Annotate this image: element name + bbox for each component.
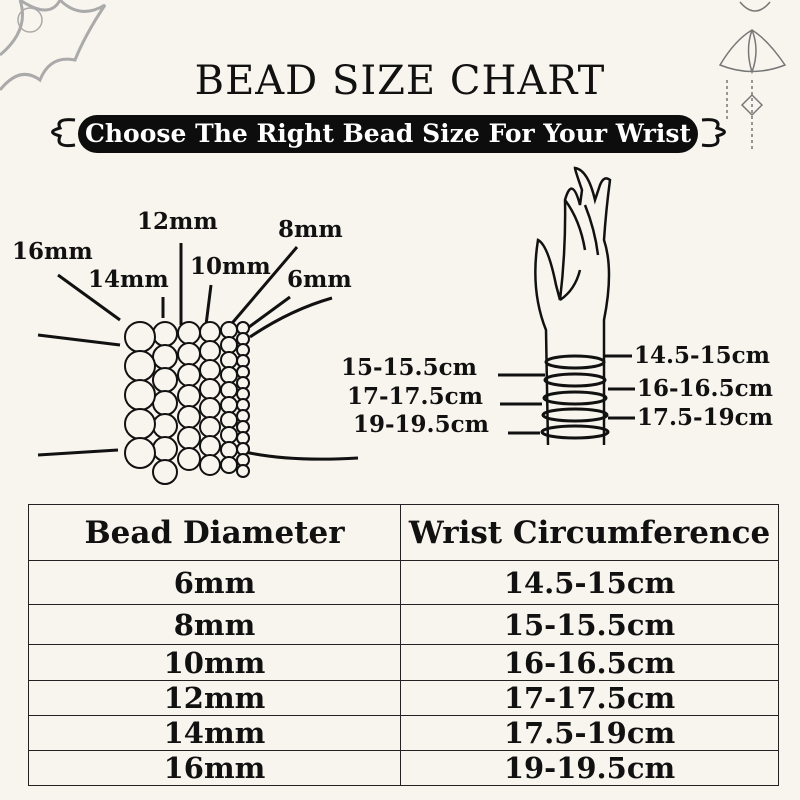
wrist-rings: [498, 354, 635, 440]
wrist-circumference-cell: 17-17.5cm: [400, 680, 779, 716]
bead: [152, 436, 178, 462]
bead-diameter-cell: 14mm: [28, 715, 401, 751]
wrist-label: 19-19.5cm: [353, 411, 489, 438]
bead: [220, 336, 238, 354]
bead: [199, 454, 221, 476]
bead: [124, 350, 156, 382]
wrist-label: 17.5-19cm: [637, 404, 773, 431]
wrist-label: 16-16.5cm: [637, 375, 773, 402]
header-bead-diameter: Bead Diameter: [28, 504, 401, 561]
bead-label-14mm: 14mm: [88, 266, 169, 293]
bead-label-8mm: 8mm: [278, 216, 343, 243]
bead: [152, 459, 178, 485]
bead: [124, 408, 156, 440]
bead-label-6mm: 6mm: [287, 266, 352, 293]
bead: [220, 426, 238, 444]
wrist-label: 15-15.5cm: [341, 354, 477, 381]
bead: [124, 379, 156, 411]
bead-size-table: Bead Diameter Wrist Circumference 6mm 14.…: [28, 504, 779, 786]
bead-diameter-cell: 6mm: [28, 560, 401, 605]
bead: [177, 447, 201, 471]
bead: [220, 381, 238, 399]
bead: [124, 321, 156, 353]
bead-diameter-cell: 10mm: [28, 644, 401, 681]
table-row: 10mm 16-16.5cm: [28, 644, 779, 681]
bead: [199, 416, 221, 438]
wrist-label: 17-17.5cm: [347, 383, 483, 410]
bead: [177, 426, 201, 450]
wrist-circumference-cell: 19-19.5cm: [400, 750, 779, 786]
table-row: 6mm 14.5-15cm: [28, 560, 779, 605]
bead: [152, 321, 178, 347]
bead-label-10mm: 10mm: [190, 253, 271, 280]
table-row: 12mm 17-17.5cm: [28, 680, 779, 716]
scroll-flourish-icon: [51, 118, 726, 148]
bead: [220, 396, 238, 414]
bead: [177, 321, 201, 345]
bead: [152, 367, 178, 393]
page-title: BEAD SIZE CHART: [194, 58, 606, 104]
wrist-circumference-cell: 15-15.5cm: [400, 604, 779, 645]
bead: [220, 456, 238, 474]
lotus-ornament-icon: [718, 1, 787, 150]
wrist-label: 14.5-15cm: [634, 342, 770, 369]
mandala-ornament-icon: [0, 0, 107, 91]
table-row: 16mm 19-19.5cm: [28, 750, 779, 786]
bead-diameter-cell: 12mm: [28, 680, 401, 716]
wrist-circumference-cell: 16-16.5cm: [400, 644, 779, 681]
header-wrist-circumference: Wrist Circumference: [400, 504, 779, 561]
bead: [220, 351, 238, 369]
bead-label-16mm: 16mm: [12, 238, 93, 265]
bead: [177, 384, 201, 408]
bead: [220, 321, 238, 339]
bead-bracelet-illustration: [37, 243, 359, 485]
bead: [199, 435, 221, 457]
bead: [220, 411, 238, 429]
bead: [199, 340, 221, 362]
bead: [152, 390, 178, 416]
table-row: 14mm 17.5-19cm: [28, 715, 779, 751]
table-header-row: Bead Diameter Wrist Circumference: [28, 504, 779, 561]
wrist-circumference-cell: 17.5-19cm: [400, 715, 779, 751]
table-row: 8mm 15-15.5cm: [28, 604, 779, 645]
bead: [199, 378, 221, 400]
bead: [152, 344, 178, 370]
bead: [220, 366, 238, 384]
bead-diameter-cell: 16mm: [28, 750, 401, 786]
bead: [177, 342, 201, 366]
bead-label-12mm: 12mm: [137, 208, 218, 235]
bead: [199, 359, 221, 381]
bead: [177, 363, 201, 387]
bead: [199, 321, 221, 343]
bead: [220, 441, 238, 459]
wrist-circumference-cell: 14.5-15cm: [400, 560, 779, 605]
bead: [124, 437, 156, 469]
bead: [236, 464, 250, 478]
bead: [152, 413, 178, 439]
subtitle-banner: Choose The Right Bead Size For Your Wris…: [78, 115, 698, 153]
bead-diameter-cell: 8mm: [28, 604, 401, 645]
bead: [177, 405, 201, 429]
bead: [199, 397, 221, 419]
